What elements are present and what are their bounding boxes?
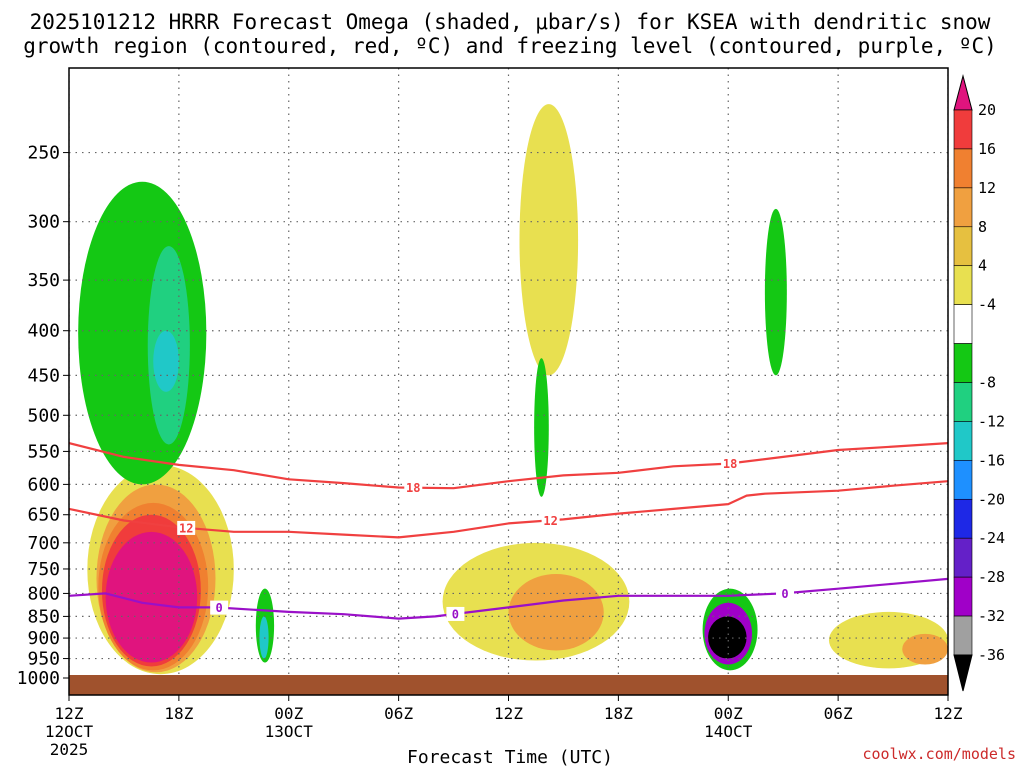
colorbar-label-5: -4: [978, 296, 996, 314]
colorbar-swatch-bottom: [953, 654, 973, 692]
y-tick-label-350: 350: [27, 270, 60, 291]
omega-region-4: [105, 531, 198, 663]
y-axis: 2503003504004505005506006507007508008509…: [17, 143, 69, 689]
contour-lines: 18 18 12 12 0 0 0: [69, 442, 948, 621]
contour-label-0-0: 18: [406, 481, 420, 495]
gridlines: [69, 68, 948, 675]
y-tick-label-1000: 1000: [17, 668, 60, 689]
contour-line-1: [69, 480, 948, 539]
x-tick-year-0: 2025: [50, 740, 89, 759]
colorbar-label-9: -20: [978, 490, 1005, 508]
colorbar-swatch-2: [953, 148, 973, 189]
colorbar-label-1: 16: [978, 140, 996, 158]
colorbar-swatch-top: [953, 74, 973, 111]
colorbar: 20 16 12 8 4 -4 -8 -12 -16 -20 -24 -28 -32 -36: [953, 74, 1005, 692]
omega-region-7: [153, 330, 179, 392]
x-axis-label: Forecast Time (UTC): [407, 747, 613, 768]
x-tick-label-42: 06Z: [824, 704, 853, 723]
y-tick-label-500: 500: [27, 405, 60, 426]
colorbar-label-11: -28: [978, 568, 1005, 586]
contour-label-bg: [446, 606, 465, 621]
contour-label-2-2: 0: [781, 587, 788, 601]
colorbar-swatch-5: [953, 265, 973, 305]
y-tick-label-250: 250: [27, 143, 60, 164]
contour-label-bg: [776, 586, 795, 601]
colorbar-label-13: -36: [978, 646, 1005, 664]
x-tick-label-48: 12Z: [934, 704, 963, 723]
omega-region-16: [708, 616, 747, 659]
omega-region-11: [508, 573, 604, 651]
x-tick-label-36: 00Z: [714, 704, 743, 723]
y-tick-label-650: 650: [27, 505, 60, 526]
colorbar-swatch-3: [953, 187, 973, 228]
credit-text: coolwx.com/models: [862, 745, 1016, 763]
colorbar-swatch-6: [953, 304, 973, 344]
contour-label-bg: [404, 480, 423, 495]
colorbar-swatch-8: [953, 382, 973, 422]
contour-line-0: [69, 442, 948, 490]
x-tick-label-24: 12Z: [494, 704, 523, 723]
y-tick-label-900: 900: [27, 628, 60, 649]
y-tick-label-800: 800: [27, 583, 60, 604]
chart-title-line-1: 2025101212 HRRR Forecast Omega (shaded, …: [30, 10, 991, 34]
y-tick-label-950: 950: [27, 649, 60, 670]
omega-region-12: [519, 104, 579, 376]
colorbar-swatch-4: [953, 226, 973, 267]
x-tick-date-0: 12OCT: [45, 722, 94, 741]
contour-label-2-0: 0: [216, 601, 223, 615]
colorbar-swatch-10: [953, 460, 973, 500]
omega-region-13: [534, 358, 549, 497]
y-tick-label-700: 700: [27, 533, 60, 554]
colorbar-label-12: -32: [978, 607, 1005, 625]
colorbar-label-8: -16: [978, 451, 1005, 469]
y-tick-label-600: 600: [27, 474, 60, 495]
x-tick-label-12: 00Z: [274, 704, 303, 723]
colorbar-label-3: 8: [978, 218, 987, 236]
x-tick-date-36: 14OCT: [704, 722, 753, 741]
colorbar-swatch-7: [953, 343, 973, 383]
colorbar-label-6: -8: [978, 374, 996, 392]
contour-label-bg: [210, 600, 229, 615]
x-tick-label-30: 18Z: [604, 704, 633, 723]
colorbar-label-0: 20: [978, 101, 996, 119]
contour-label-bg: [721, 456, 740, 471]
y-tick-label-300: 300: [27, 212, 60, 233]
y-tick-label-450: 450: [27, 365, 60, 386]
contour-label-2-1: 0: [452, 607, 459, 621]
x-tick-label-6: 18Z: [164, 704, 193, 723]
colorbar-swatch-11: [953, 498, 973, 539]
y-tick-label-550: 550: [27, 441, 60, 462]
contour-label-bg: [177, 520, 196, 535]
y-tick-label-400: 400: [27, 321, 60, 342]
colorbar-swatch-1: [953, 109, 973, 150]
colorbar-swatch-13: [953, 576, 973, 617]
colorbar-label-4: 4: [978, 257, 987, 275]
colorbar-swatch-12: [953, 537, 973, 578]
contour-label-0-1: 18: [723, 457, 737, 471]
contour-label-1-0: 12: [179, 521, 193, 535]
x-tick-date-12: 13OCT: [265, 722, 314, 741]
omega-region-17: [764, 208, 787, 376]
omega-region-19: [902, 633, 948, 665]
x-tick-label-0: 12Z: [55, 704, 84, 723]
colorbar-label-10: -24: [978, 529, 1005, 547]
colorbar-label-2: 12: [978, 179, 996, 197]
colorbar-swatch-9: [953, 421, 973, 461]
colorbar-swatch-14: [953, 615, 973, 656]
contour-label-bg: [541, 513, 560, 528]
y-tick-label-750: 750: [27, 559, 60, 580]
colorbar-label-7: -12: [978, 412, 1005, 430]
y-tick-label-850: 850: [27, 606, 60, 627]
x-tick-label-18: 06Z: [384, 704, 413, 723]
contour-label-1-1: 12: [543, 514, 557, 528]
chart-title-line-2: growth region (contoured, red, ºC) and f…: [23, 34, 997, 58]
ground-band: [69, 675, 948, 695]
